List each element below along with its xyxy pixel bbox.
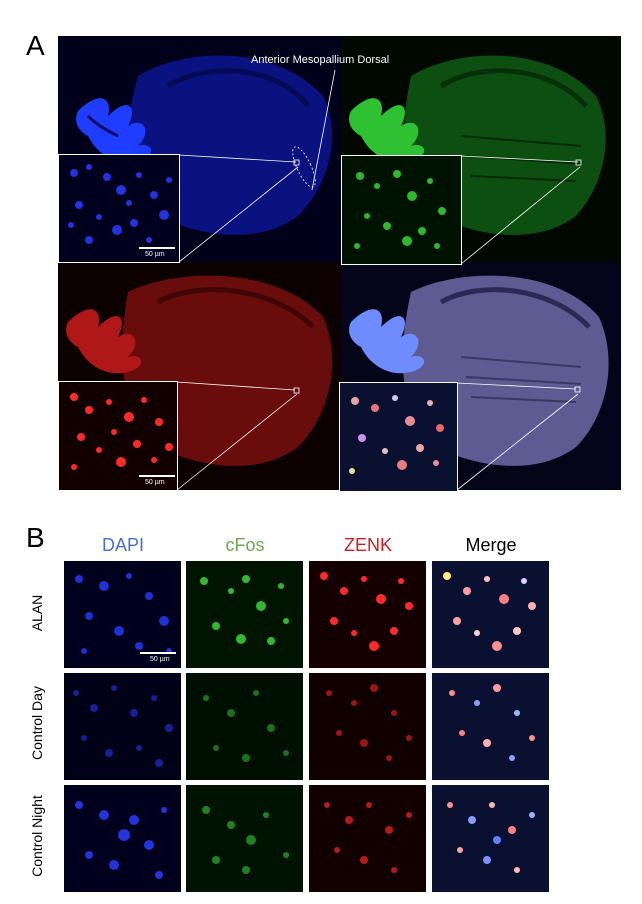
column-header-zenk: ZENK — [343, 535, 392, 555]
inset-merge — [339, 382, 458, 492]
scale-label: 50 µm — [150, 656, 170, 663]
tile-control-night-zenk — [309, 785, 426, 892]
inset-zenk: 50 µm — [58, 381, 178, 491]
tile-control-day-dapi — [64, 673, 181, 780]
tile-control-night-merge — [432, 785, 549, 892]
column-header-merge: Merge — [465, 535, 517, 555]
tile-alan-merge — [432, 561, 549, 668]
panel-a-letter: A — [26, 30, 45, 61]
inset-dapi: 50 µm — [58, 154, 180, 263]
scale-bar — [139, 475, 175, 477]
inset-cfos — [341, 155, 462, 265]
column-header-dapi: DAPI — [101, 535, 144, 555]
scale-bar — [140, 652, 176, 654]
scale-bar — [139, 247, 175, 249]
tile-control-day-zenk — [309, 673, 426, 780]
row-header-control-day: Control Day — [29, 686, 45, 760]
scale-label: 50 µm — [145, 251, 165, 258]
tile-alan-cfos — [186, 561, 303, 668]
annotation-anterior-mesopallium-dorsal: Anterior Mesopallium Dorsal — [251, 54, 390, 66]
panel-b-letter: B — [26, 522, 45, 553]
tile-control-day-cfos — [186, 673, 303, 780]
tile-control-night-dapi — [64, 785, 181, 892]
row-header-control-night: Control Night — [29, 795, 45, 877]
tile-control-night-cfos — [186, 785, 303, 892]
tile-alan-zenk — [309, 561, 426, 668]
row-header-alan: ALAN — [29, 594, 45, 632]
scale-label: 50 µm — [145, 479, 165, 486]
column-header-cfos: cFos — [225, 535, 265, 555]
tile-control-day-merge — [432, 673, 549, 780]
tile-alan-dapi: 50 µm — [64, 561, 181, 668]
